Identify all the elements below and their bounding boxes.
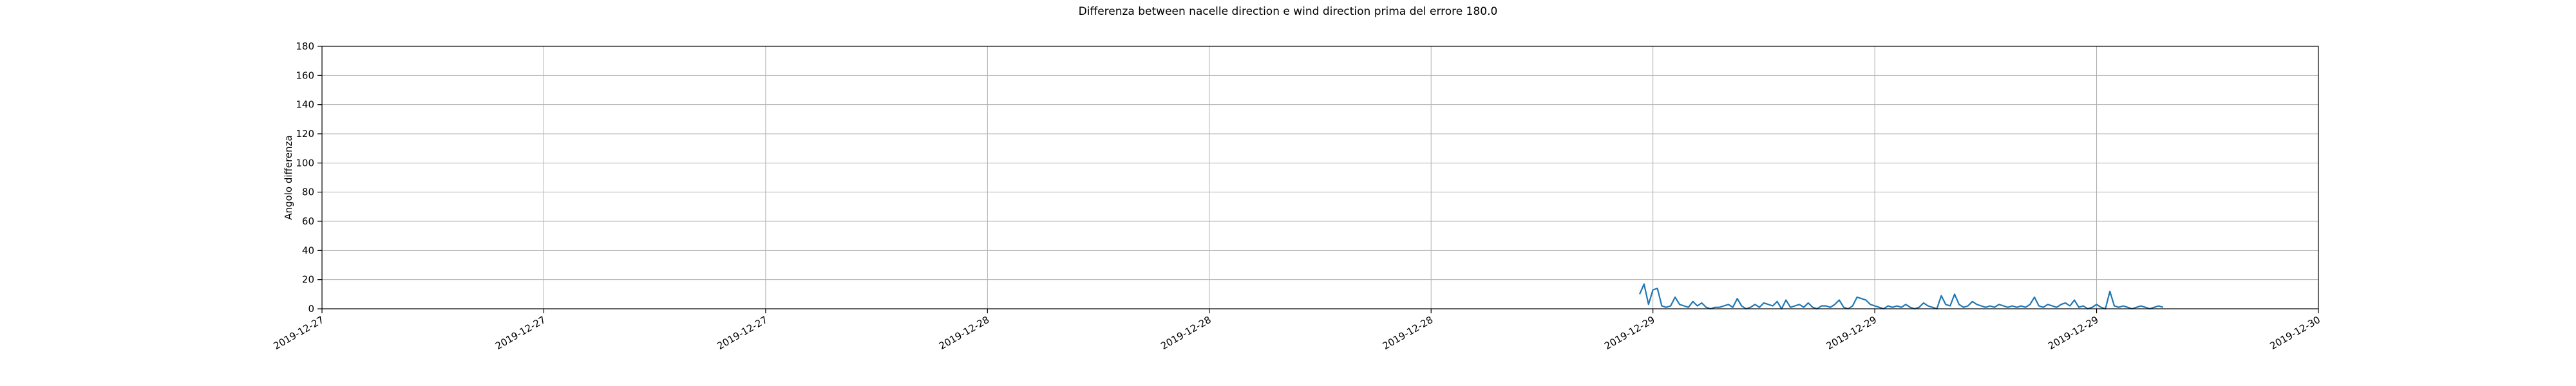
plot-frame (321, 46, 2319, 309)
x-tick-label: 2019-12-28 (937, 314, 992, 352)
x-tick-label: 2019-12-29 (1602, 314, 1657, 352)
y-tick-label: 120 (296, 128, 314, 140)
y-axis-label: Angolo differenza (283, 135, 294, 219)
y-tick-label: 60 (302, 216, 314, 227)
grid-layer (321, 46, 2319, 309)
x-tick-label: 2019-12-27 (271, 314, 326, 352)
y-tick-label: 180 (296, 41, 314, 52)
x-tick-label: 2019-12-30 (2268, 314, 2322, 352)
x-tick-label: 2019-12-27 (715, 314, 770, 352)
y-tick-label: 80 (302, 187, 314, 198)
y-tick-label: 40 (302, 244, 314, 256)
series-layer (1638, 283, 2164, 310)
x-tick-label: 2019-12-29 (1824, 314, 1879, 352)
y-tick-label: 0 (308, 303, 314, 315)
chart-title: Differenza between nacelle direction e w… (1079, 5, 1498, 18)
x-tick-label: 2019-12-27 (493, 314, 548, 352)
x-tick-label: 2019-12-28 (1159, 314, 1213, 352)
y-tick-label: 140 (296, 99, 314, 111)
x-tick-label: 2019-12-29 (2046, 314, 2101, 352)
y-axis: 0 20 40 60 80 100 120 140 160 180 (296, 41, 322, 315)
y-tick-label: 160 (296, 69, 314, 81)
x-axis: 2019-12-27 2019-12-27 2019-12-27 2019-12-28… (271, 309, 2322, 352)
y-tick-label: 20 (302, 274, 314, 286)
x-tick-label: 2019-12-28 (1381, 314, 1435, 352)
series-line (1638, 283, 2164, 310)
y-tick-label: 100 (296, 157, 314, 169)
